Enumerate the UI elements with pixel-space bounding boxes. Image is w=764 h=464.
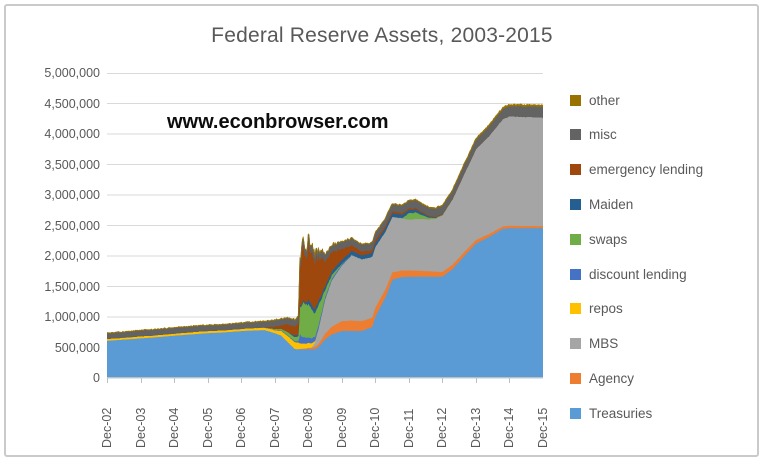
stacked-area-plot	[106, 73, 544, 383]
y-tick-label: 500,000	[54, 340, 100, 355]
legend-swatch	[570, 372, 581, 384]
legend-item-other: other	[570, 88, 620, 112]
legend-swatch	[570, 129, 581, 141]
legend-label: Treasuries	[589, 405, 653, 421]
legend-label: discount lending	[589, 266, 687, 282]
y-tick-label: 3,000,000	[44, 188, 100, 202]
legend-item-discount-lending: discount lending	[570, 262, 687, 286]
y-tick-label: 2,500,000	[44, 218, 100, 233]
y-tick-label: 0	[93, 371, 100, 385]
legend-item-mbs: MBS	[570, 332, 618, 356]
y-tick-label: 3,500,000	[44, 157, 100, 172]
legend-item-emergency-lending: emergency lending	[570, 158, 703, 182]
x-tick-label: Dec-10	[368, 407, 383, 448]
x-tick-label: Dec-05	[200, 407, 215, 448]
x-tick-label: Dec-06	[234, 407, 249, 448]
legend-swatch	[570, 407, 581, 419]
legend-label: repos	[589, 301, 623, 317]
y-tick-label: 1,500,000	[44, 279, 100, 294]
watermark-text: www.econbrowser.com	[167, 111, 389, 133]
y-tick-label: 2,000,000	[44, 249, 100, 263]
legend-item-treasuries: Treasuries	[570, 401, 652, 425]
plot-area	[106, 73, 544, 385]
legend-label: MBS	[589, 336, 619, 352]
legend-item-repos: repos	[570, 297, 623, 321]
legend-item-maiden: Maiden	[570, 192, 633, 216]
legend-label: misc	[589, 127, 617, 143]
y-tick-label: 4,500,000	[44, 96, 100, 111]
legend-swatch	[570, 303, 581, 315]
legend-label: swaps	[589, 231, 628, 247]
x-tick-label: Dec-08	[301, 407, 316, 448]
legend-swatch	[570, 198, 581, 210]
x-tick-label: Dec-11	[401, 408, 416, 448]
x-tick-label: Dec-09	[334, 407, 349, 448]
chart-title: Federal Reserve Assets, 2003-2015	[211, 24, 553, 47]
x-tick-label: Dec-15	[536, 407, 550, 448]
legend-swatch	[570, 164, 581, 176]
y-tick-label: 1,000,000	[44, 310, 100, 324]
y-tick-label: 4,000,000	[44, 127, 100, 141]
legend-swatch	[570, 338, 581, 350]
legend-item-swaps: swaps	[570, 227, 627, 251]
legend-label: other	[589, 92, 620, 108]
legend-swatch	[570, 94, 581, 106]
legend-item-agency: Agency	[570, 366, 634, 390]
legend-label: Agency	[589, 370, 635, 386]
legend-label: Maiden	[589, 196, 634, 212]
x-tick-label: Dec-03	[133, 407, 148, 448]
legend-label: emergency lending	[589, 162, 704, 178]
y-tick-label: 5,000,000	[44, 66, 100, 80]
x-tick-label: Dec-13	[468, 407, 483, 448]
x-tick-label: Dec-02	[100, 407, 114, 448]
x-tick-label: Dec-04	[167, 407, 182, 448]
x-tick-label: Dec-14	[502, 407, 517, 448]
legend-item-misc: misc	[570, 123, 617, 147]
x-tick-label: Dec-12	[435, 407, 450, 448]
x-tick-label: Dec-07	[267, 407, 282, 448]
legend-swatch	[570, 268, 581, 280]
legend-swatch	[570, 233, 581, 245]
